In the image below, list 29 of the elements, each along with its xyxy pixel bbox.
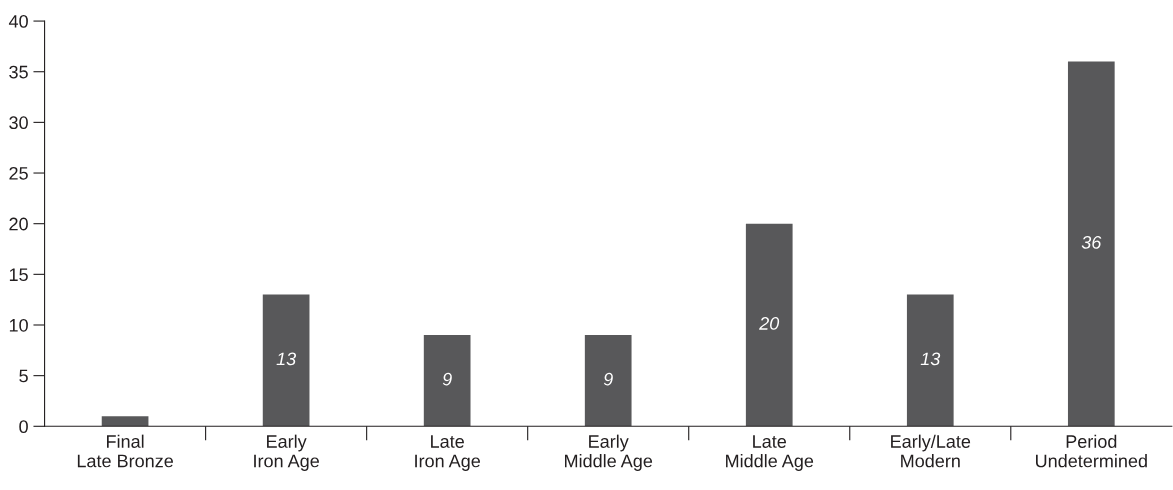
data-label: 13 <box>276 352 297 366</box>
y-tick-label: 30 <box>9 116 28 130</box>
bar <box>745 223 793 427</box>
bar <box>906 294 954 427</box>
y-tick-label: 35 <box>9 65 28 79</box>
bar <box>584 335 632 427</box>
data-label: 36 <box>1081 236 1102 249</box>
x-tick-label: Late Middle Age <box>726 435 814 471</box>
x-tick-label: Early/Late Modern <box>891 434 971 468</box>
y-tick-label: 40 <box>8 15 28 28</box>
y-tick-label: 15 <box>9 268 28 282</box>
x-tick-label: Early Middle Age <box>565 434 653 471</box>
data-label: 9 <box>442 372 452 386</box>
x-tick-label: Early Iron Age <box>254 434 319 471</box>
y-tick-label: 5 <box>19 369 28 383</box>
data-label: 13 <box>920 352 941 366</box>
x-tick-label: Final Late Bronze <box>77 434 173 468</box>
x-tick-label: Late Iron Age <box>415 435 480 471</box>
x-tick-label: Period Undetermined <box>1036 434 1147 468</box>
bar <box>423 335 471 427</box>
bar <box>1067 61 1115 427</box>
y-tick-label: 20 <box>9 217 28 231</box>
y-tick-label: 10 <box>9 318 28 332</box>
data-label: 20 <box>759 317 780 330</box>
bar <box>262 294 310 427</box>
data-label: 9 <box>603 372 613 386</box>
y-tick-label: 0 <box>19 420 28 434</box>
bar <box>101 416 149 427</box>
y-tick-label: 25 <box>9 166 28 180</box>
